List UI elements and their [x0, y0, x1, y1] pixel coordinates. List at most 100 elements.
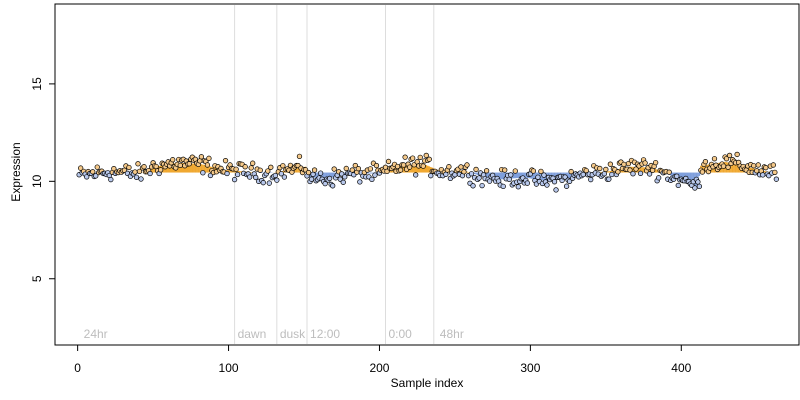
- annotation-label: 48hr: [440, 327, 464, 341]
- data-point: [588, 176, 594, 183]
- data-point: [615, 169, 621, 175]
- data-point: [242, 164, 248, 170]
- data-point: [402, 154, 408, 160]
- data-point: [233, 166, 239, 172]
- data-point: [342, 174, 348, 180]
- data-point: [397, 167, 404, 173]
- data-point: [502, 167, 508, 173]
- data-point: [317, 170, 324, 176]
- data-point: [93, 173, 99, 179]
- data-point: [308, 176, 315, 182]
- data-point: [607, 161, 614, 167]
- data-point: [630, 171, 636, 177]
- data-point: [723, 156, 730, 162]
- data-point: [597, 165, 603, 172]
- annotation-label: dusk: [280, 327, 306, 341]
- data-point: [500, 183, 506, 190]
- data-point: [330, 183, 336, 189]
- data-point: [400, 162, 407, 168]
- data-point: [198, 154, 205, 160]
- data-point: [566, 178, 573, 184]
- data-point: [770, 162, 776, 168]
- annotation-label: dawn: [238, 327, 267, 341]
- data-point: [260, 180, 266, 186]
- data-point: [551, 179, 558, 185]
- data-points: [76, 151, 780, 193]
- data-point: [111, 166, 117, 172]
- data-point: [544, 182, 550, 188]
- data-point: [515, 184, 521, 190]
- data-point: [458, 164, 464, 170]
- data-point: [311, 167, 318, 173]
- x-axis-title: Sample index: [391, 376, 464, 390]
- data-point: [406, 164, 413, 170]
- x-tick-label: 300: [520, 361, 540, 375]
- data-point: [84, 174, 90, 180]
- data-point: [384, 168, 390, 175]
- data-point: [726, 152, 733, 159]
- data-point: [562, 174, 568, 180]
- data-point: [272, 172, 278, 179]
- data-point: [331, 166, 337, 172]
- data-point: [170, 157, 176, 163]
- data-point: [357, 179, 363, 185]
- data-point: [385, 158, 392, 165]
- data-point: [675, 182, 681, 189]
- data-point: [136, 168, 143, 175]
- data-point: [206, 155, 212, 161]
- y-tick-label: 5: [30, 275, 44, 282]
- y-axis-title: Expression: [9, 142, 23, 201]
- data-point: [751, 163, 757, 169]
- x-tick-label: 100: [219, 361, 239, 375]
- data-point: [486, 178, 493, 184]
- data-point: [257, 167, 263, 173]
- data-point: [234, 171, 241, 178]
- data-point: [90, 169, 96, 175]
- data-point: [266, 180, 272, 186]
- y-axis: 5 10 15: [30, 77, 56, 282]
- data-point: [278, 171, 285, 177]
- data-point: [369, 176, 375, 183]
- data-point: [601, 171, 607, 177]
- data-point: [609, 171, 615, 178]
- data-point: [541, 172, 547, 178]
- data-point: [725, 164, 731, 170]
- annotation-labels: 24hr dawn dusk 12:00 0:00 48hr: [84, 327, 464, 341]
- data-point: [281, 174, 288, 180]
- data-point: [734, 151, 740, 158]
- data-point: [699, 169, 706, 175]
- data-point: [530, 168, 537, 174]
- data-point: [755, 162, 761, 168]
- data-point: [696, 183, 703, 190]
- data-point: [222, 158, 229, 164]
- data-point: [702, 158, 709, 165]
- data-point: [580, 171, 586, 178]
- data-point: [656, 175, 662, 181]
- data-point: [633, 166, 639, 172]
- data-point: [126, 164, 132, 171]
- data-point: [153, 163, 159, 170]
- data-point: [772, 169, 778, 176]
- data-point: [327, 175, 333, 182]
- data-point: [367, 166, 374, 172]
- data-point: [461, 169, 467, 175]
- data-point: [413, 172, 419, 178]
- data-point: [247, 174, 253, 180]
- data-point: [268, 164, 274, 170]
- data-point: [410, 155, 416, 161]
- data-point: [78, 165, 84, 171]
- data-point: [420, 163, 426, 169]
- data-point: [754, 168, 760, 174]
- data-point: [186, 161, 192, 167]
- data-point: [470, 183, 476, 189]
- data-point: [674, 173, 680, 179]
- data-point: [200, 170, 206, 176]
- data-point: [296, 153, 303, 160]
- data-point: [464, 162, 470, 168]
- data-point: [224, 170, 230, 177]
- data-point: [483, 168, 490, 174]
- data-point: [760, 172, 766, 178]
- data-point: [621, 161, 627, 168]
